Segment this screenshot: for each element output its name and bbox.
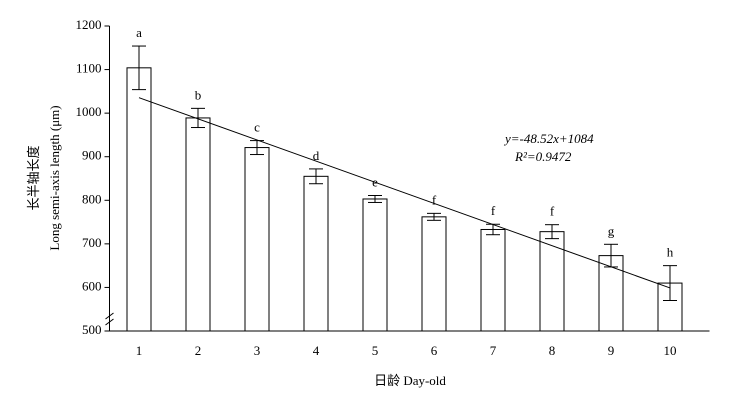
bar [421,216,447,332]
y-tick-label: 500 [82,322,102,337]
bar [185,117,211,332]
significance-letter: f [491,203,496,218]
x-tick-label: 2 [195,343,202,358]
bar [126,67,152,332]
bar [303,175,329,332]
x-axis-label: 日龄 Day-old [374,373,446,388]
trend-equation: y=-48.52x+1084 [503,131,594,146]
x-tick-label: 1 [136,343,143,358]
trend-r-squared: R²=0.9472 [514,149,572,164]
x-tick-label: 4 [313,343,320,358]
y-tick-label: 700 [82,235,102,250]
y-tick-label: 600 [82,278,102,293]
axis-break [105,312,114,320]
y-axis-label-cn: 长半轴长度 [26,145,41,210]
y-tick-label: 1000 [76,104,102,119]
bar [480,228,506,332]
y-tick-label: 1200 [76,17,102,32]
significance-letter: f [432,192,437,207]
significance-letter: f [550,204,555,219]
x-tick-label: 3 [254,343,261,358]
x-tick-label: 6 [431,343,438,358]
x-tick-label: 5 [372,343,379,358]
x-tick-label: 7 [490,343,497,358]
y-tick-label: 1100 [76,61,102,76]
y-axis-label: Long semi-axis length (μm) [47,105,62,250]
y-tick-label: 800 [82,191,102,206]
significance-letter: h [667,245,674,260]
significance-letter: a [136,25,142,40]
significance-letter: b [195,87,202,102]
axis-break [105,318,114,326]
significance-letter: g [608,223,615,238]
x-tick-label: 9 [608,343,615,358]
trendline [138,97,671,289]
bar [539,231,565,332]
significance-letter: d [313,148,320,163]
x-tick-label: 8 [549,343,556,358]
significance-letter: c [254,120,260,135]
bar [362,198,388,332]
y-tick-label: 900 [82,148,102,163]
bar [244,147,270,332]
x-tick-label: 10 [664,343,677,358]
bar [598,255,624,332]
